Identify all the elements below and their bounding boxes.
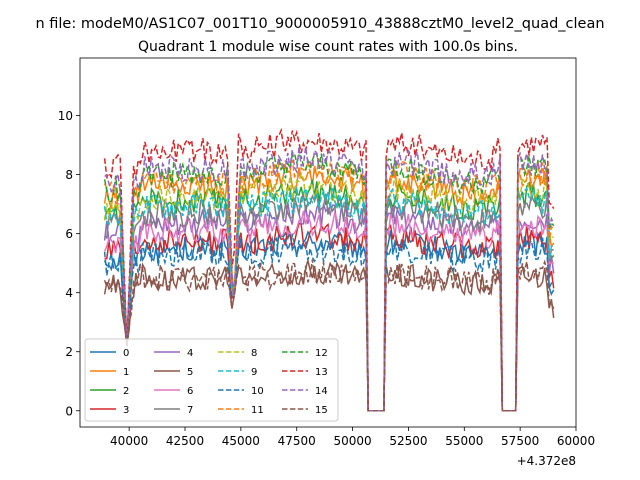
series-line-9 (103, 185, 555, 412)
legend-label: 3 (123, 405, 129, 416)
series-line-0 (103, 229, 555, 412)
legend-label: 15 (315, 405, 328, 416)
figure-suptitle: n file: modeM0/AS1C07_001T10_9000005910_… (35, 16, 604, 32)
x-axis: 40000 42500 45000 47500 50000 52500 55000 57500… (110, 427, 595, 448)
plot-area: 40000 42500 45000 47500 50000 52500 55000 57500… (58, 57, 595, 468)
legend-label: 11 (251, 405, 264, 416)
series-line-11 (103, 157, 555, 412)
x-tick-label: 50000 (333, 434, 371, 448)
legend-frame (84, 338, 339, 422)
legend-label: 8 (251, 348, 257, 359)
series-line-10 (103, 232, 555, 412)
x-tick-label: 45000 (222, 434, 260, 448)
series-line-8 (103, 171, 554, 412)
y-tick-label: 0 (65, 404, 73, 418)
x-tick-label: 57500 (501, 434, 539, 448)
legend-label: 6 (187, 386, 193, 397)
series-line-3 (104, 222, 555, 412)
legend-label: 1 (123, 367, 129, 378)
series-line-14 (104, 146, 555, 412)
x-tick-label: 52500 (389, 434, 427, 448)
y-axis: 0 2 4 6 8 10 (58, 109, 80, 418)
x-tick-label: 60000 (557, 434, 595, 448)
series-line-13 (103, 127, 555, 412)
legend-label: 4 (187, 348, 193, 359)
legend-label: 12 (315, 348, 328, 359)
legend-label: 5 (187, 367, 193, 378)
x-tick-label: 55000 (445, 434, 483, 448)
series-line-5 (103, 260, 555, 412)
x-tick-label: 40000 (110, 434, 148, 448)
y-tick-label: 8 (65, 168, 73, 182)
series-line-7 (104, 192, 554, 412)
legend-label: 0 (123, 348, 129, 359)
x-tick-label: 47500 (278, 434, 316, 448)
legend-label: 2 (123, 386, 129, 397)
chart-title: Quadrant 1 module wise count rates with … (138, 39, 518, 55)
series-line-15 (103, 259, 555, 412)
series-lines (103, 127, 555, 412)
y-tick-label: 4 (65, 286, 73, 300)
y-tick-label: 10 (58, 109, 73, 123)
y-tick-label: 2 (65, 345, 73, 359)
x-tick-label: 42500 (166, 434, 204, 448)
x-offset-label: +4.372e8 (517, 454, 576, 468)
series-line-12 (103, 152, 555, 412)
axes-frame (79, 57, 577, 428)
legend-label: 10 (251, 386, 264, 397)
legend-label: 9 (251, 367, 257, 378)
series-line-6 (103, 210, 554, 412)
legend-label: 14 (315, 386, 328, 397)
legend-label: 13 (315, 367, 328, 378)
y-tick-label: 6 (65, 227, 73, 241)
legend-label: 7 (187, 405, 193, 416)
